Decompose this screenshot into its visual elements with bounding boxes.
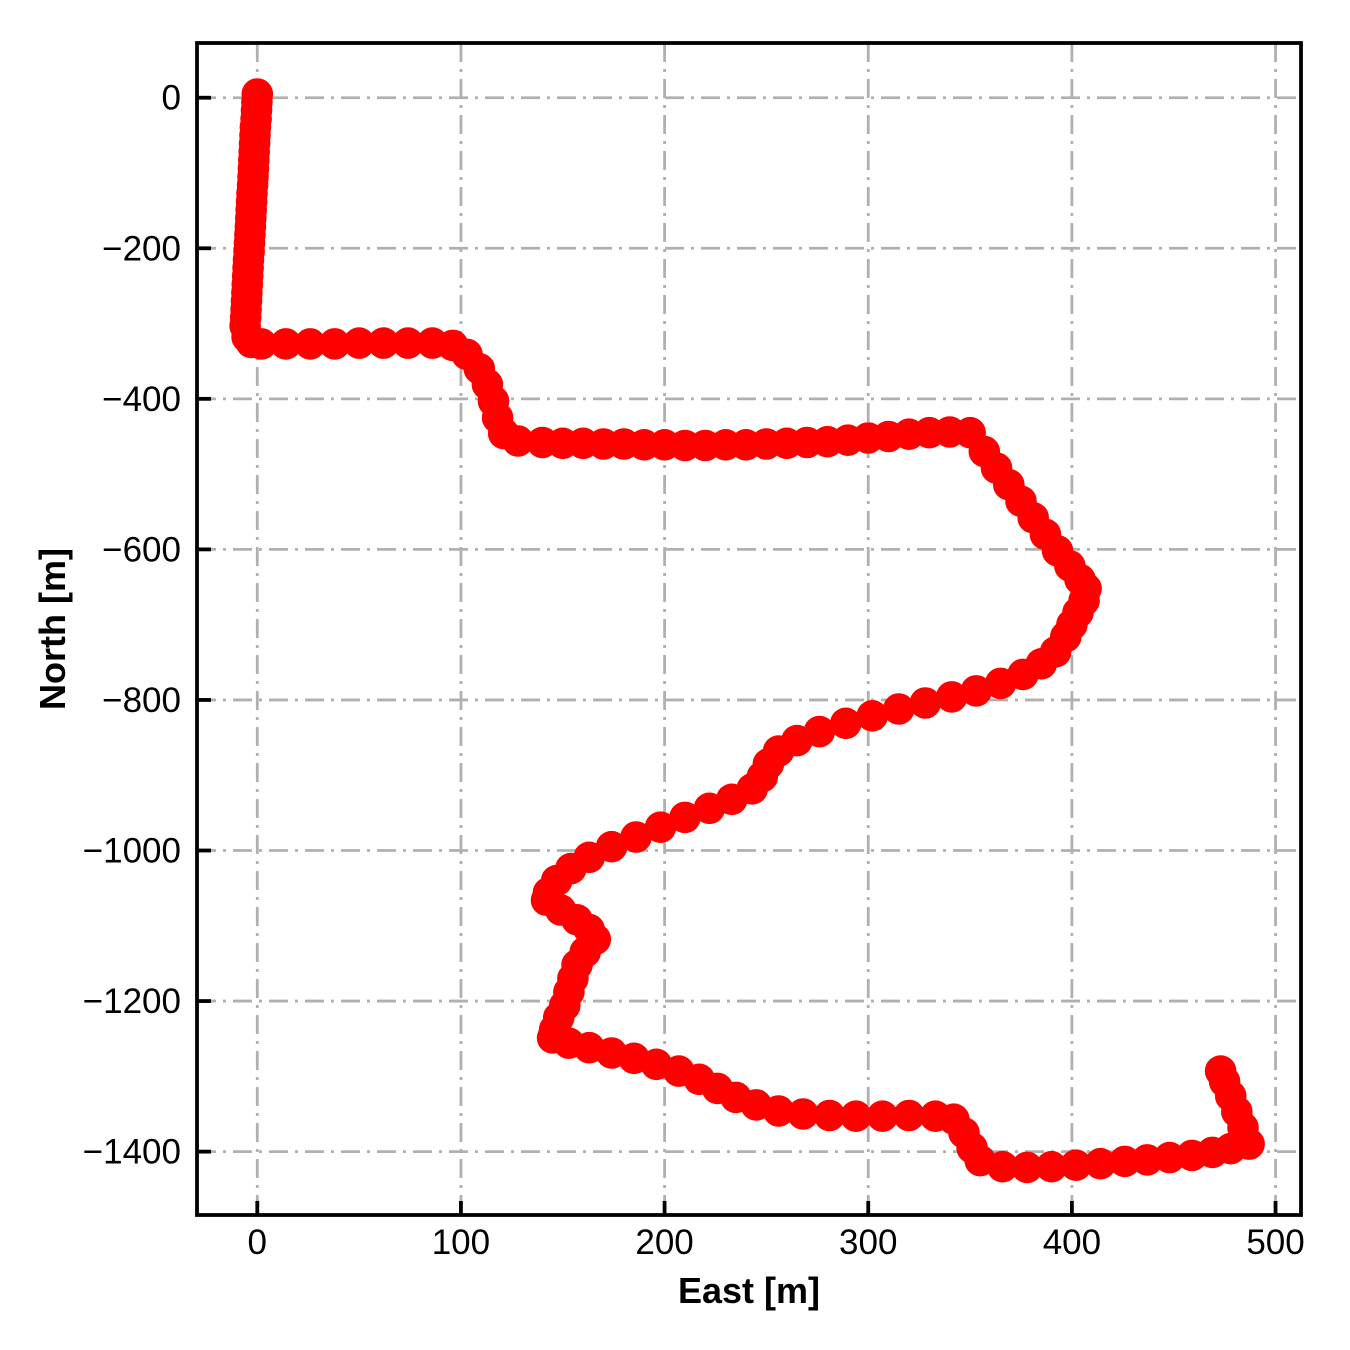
y-tick-label: −1400 — [83, 1133, 181, 1172]
trajectory-point — [762, 1095, 795, 1127]
trajectory-point — [318, 328, 351, 360]
trajectory-point — [986, 1150, 1019, 1183]
trajectory-point — [294, 328, 327, 360]
y-tick-label: −600 — [102, 530, 181, 569]
axis-ticks — [197, 95, 1278, 1215]
axis-tick-labels: 0 100 200 300 400 500 0 −200 −400 −600 −800 −1000 −1… — [83, 79, 1305, 1262]
y-tick-label: −200 — [102, 229, 181, 268]
trajectory-point — [840, 1100, 872, 1132]
trajectory-point — [245, 328, 278, 360]
x-tick-label: 500 — [1246, 1223, 1304, 1262]
trajectory-point — [1084, 1147, 1117, 1180]
y-tick-label: −800 — [102, 681, 181, 720]
x-tick-label: 200 — [635, 1223, 693, 1262]
trajectory-point — [502, 425, 534, 457]
trajectory-points — [229, 78, 1265, 1184]
trajectory-point — [1060, 1149, 1092, 1181]
trajectory-point — [644, 811, 677, 843]
trajectory-point — [1109, 1145, 1141, 1178]
trajectory-point — [909, 687, 942, 719]
trajectory-point — [935, 681, 968, 713]
trajectory-point — [856, 700, 889, 732]
trajectory-point — [883, 693, 915, 725]
trajectory-point — [893, 1099, 925, 1132]
y-tick-label: 0 — [162, 79, 181, 118]
trajectory-point — [270, 328, 302, 360]
y-tick-label: −400 — [102, 380, 181, 419]
trajectory-point — [984, 667, 1017, 700]
trajectory-point — [813, 1099, 846, 1132]
trajectory-point — [343, 327, 375, 359]
trajectory-point — [1011, 1151, 1043, 1184]
y-tick-label: −1000 — [83, 832, 181, 871]
grid-lines — [197, 43, 1301, 1215]
trajectory-point — [693, 792, 726, 825]
trajectory-point — [392, 327, 424, 359]
x-tick-label: 400 — [1043, 1223, 1101, 1262]
trajectory-point — [830, 707, 862, 740]
trajectory-point — [866, 1100, 899, 1132]
x-tick-label: 100 — [432, 1223, 490, 1262]
trajectory-point — [960, 675, 992, 707]
trajectory-point — [367, 327, 400, 359]
trajectory-point — [620, 821, 652, 853]
trajectory-point — [787, 1098, 819, 1130]
trajectory-point — [1035, 1150, 1068, 1183]
x-tick-label: 0 — [248, 1223, 267, 1262]
y-axis-label: North [m] — [32, 548, 73, 710]
trajectory-point — [669, 801, 701, 834]
x-axis-label: East [m] — [678, 1270, 820, 1311]
y-tick-label: −1200 — [83, 982, 181, 1021]
plot-border — [195, 41, 1303, 1217]
trajectory-point — [1204, 1055, 1237, 1087]
x-tick-label: 300 — [839, 1223, 897, 1262]
